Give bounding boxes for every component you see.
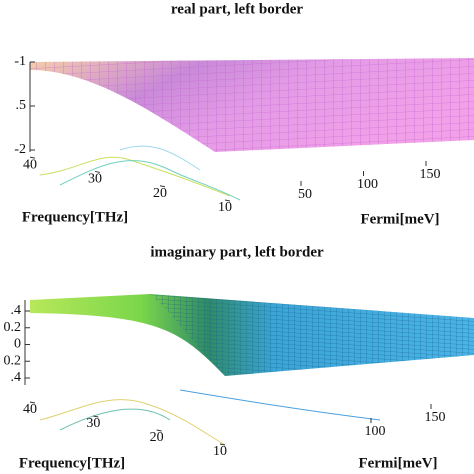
- y-tick-label: 100: [357, 177, 378, 192]
- y-axis-label: Fermi[meV]: [360, 211, 439, 227]
- y-tick-label: 50: [298, 187, 312, 202]
- x-tick: [29, 401, 36, 404]
- x-tick-label: 30: [86, 416, 100, 431]
- x-tick: [156, 429, 162, 432]
- z-tick-label: .4: [11, 303, 22, 318]
- z-tick-label: 0: [14, 337, 21, 352]
- z-tick-label: 0.2: [4, 353, 22, 368]
- x-tick: [219, 443, 226, 446]
- x-tick: [93, 415, 99, 418]
- z-tick-label: .5: [16, 98, 27, 113]
- surface-top: [29, 58, 474, 201]
- x-tick: [94, 170, 101, 173]
- x-tick-label: 40: [23, 402, 37, 417]
- x-tick-label: 30: [88, 172, 102, 187]
- chart-title: real part, left border: [171, 1, 304, 17]
- x-tick-label: 10: [213, 444, 227, 459]
- y-tick-label: 150: [425, 410, 446, 425]
- x-axis-label: Frequency[THz]: [22, 209, 128, 225]
- x-tick-label: 20: [153, 186, 167, 201]
- x-tick-label: 40: [23, 157, 37, 172]
- x-tick: [224, 199, 231, 202]
- surface-bottom: [24, 294, 474, 446]
- chart-title: imaginary part, left border: [150, 244, 324, 260]
- x-tick: [29, 156, 36, 159]
- x-tick-label: 10: [218, 200, 232, 215]
- z-tick-label: -1: [14, 54, 26, 69]
- y-tick-label: 100: [365, 424, 386, 439]
- x-tick: [159, 185, 166, 188]
- z-tick-label: .4: [11, 370, 22, 385]
- x-axis-label: Frequency[THz]: [19, 455, 125, 471]
- z-tick-label: 0.2: [4, 320, 22, 335]
- y-axis-label: Fermi[meV]: [358, 455, 437, 471]
- z-tick-label: -2: [14, 142, 26, 157]
- y-tick-label: 150: [420, 167, 441, 182]
- x-tick-label: 20: [150, 430, 164, 445]
